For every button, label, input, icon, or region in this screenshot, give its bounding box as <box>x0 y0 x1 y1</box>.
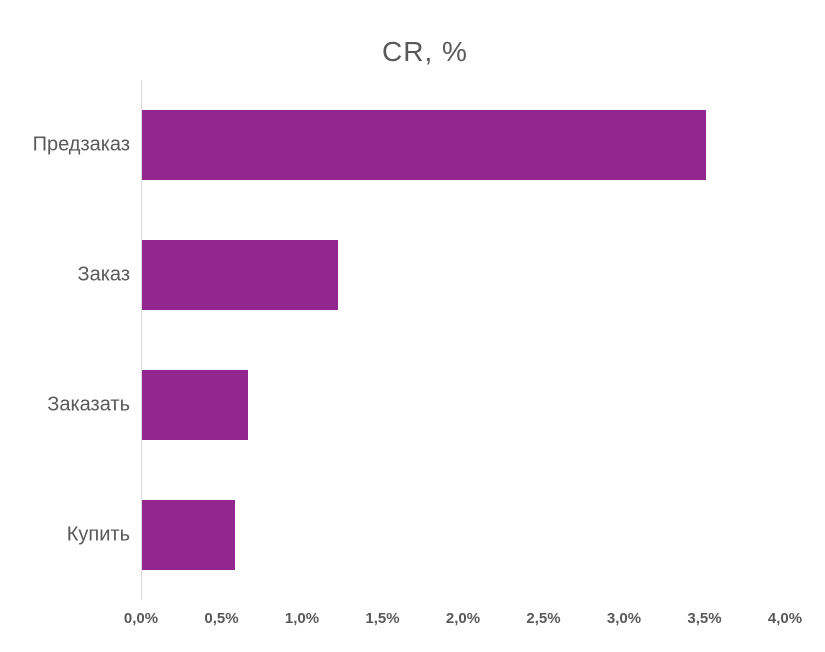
bar <box>142 370 248 440</box>
category-label: Купить <box>66 523 130 546</box>
category-label: Предзаказ <box>32 133 130 156</box>
category-row: Заказать <box>0 340 825 470</box>
x-axis-tick-label: 2,5% <box>526 610 561 627</box>
bar <box>142 240 338 310</box>
category-label: Заказать <box>47 393 130 416</box>
bar <box>142 500 235 570</box>
chart-title: CR, % <box>382 36 468 67</box>
bar <box>142 110 706 180</box>
x-axis-tick-label: 2,0% <box>445 610 481 627</box>
x-axis-tick-label: 0,0% <box>123 610 159 627</box>
category-row: Купить <box>0 470 825 600</box>
plot-area: Предзаказ Заказ Заказать Купить <box>0 80 825 600</box>
category-row: Заказ <box>0 210 825 340</box>
x-axis-tick-label: 3,0% <box>606 610 642 627</box>
x-axis-tick-label: 4,0% <box>767 610 803 627</box>
x-axis-tick-label: 3,5% <box>687 610 722 627</box>
category-label: Заказ <box>77 263 130 286</box>
category-row: Предзаказ <box>0 80 825 210</box>
x-axis-tick-label: 1,0% <box>284 610 320 627</box>
x-axis-tick-label: 0,5% <box>204 610 239 627</box>
x-axis: 0,0% 0,5% 1,0% 1,5% 2,0% 2,5% 3,0% 3,5% 4,0% <box>0 610 825 634</box>
y-axis-line <box>141 80 142 600</box>
x-axis-tick-label: 1,5% <box>365 610 400 627</box>
